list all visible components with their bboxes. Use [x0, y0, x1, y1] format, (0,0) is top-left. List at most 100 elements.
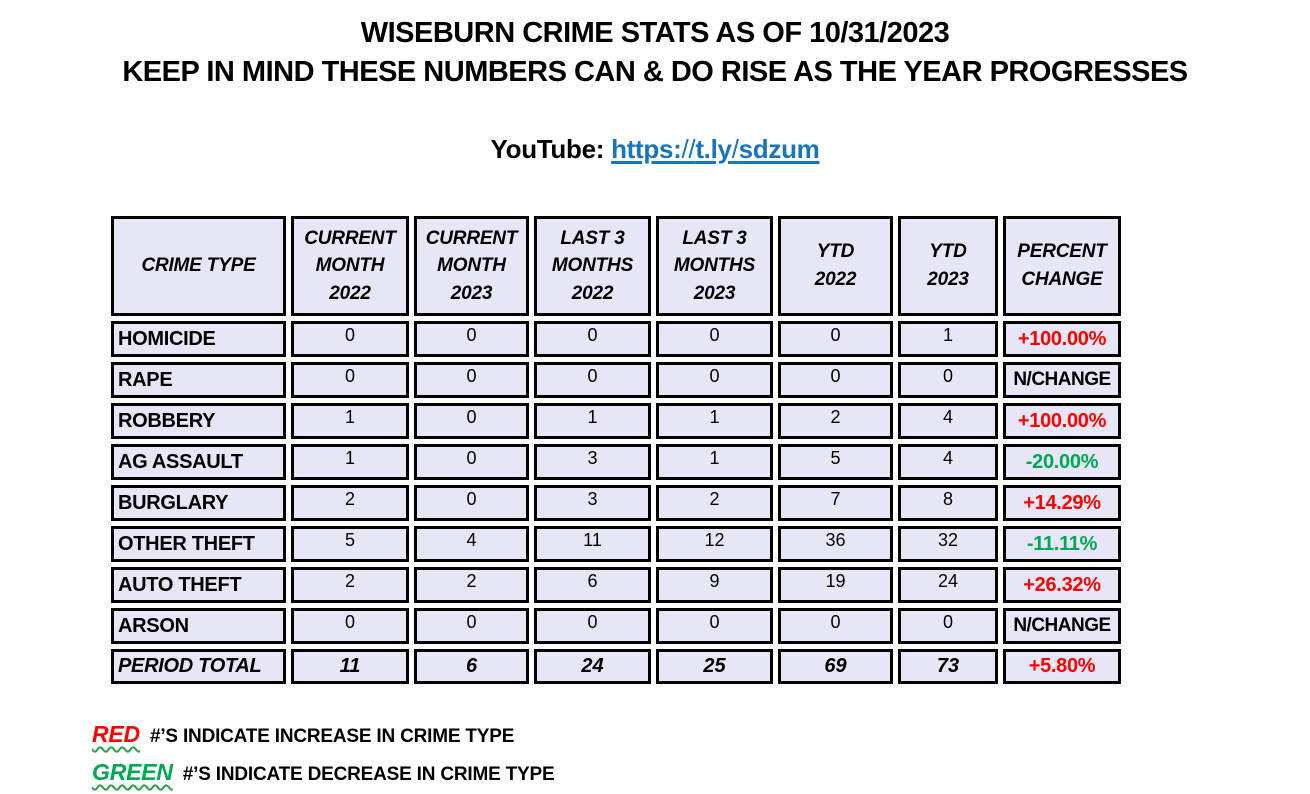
legend-line-green: GREEN #’S INDICATE DECREASE IN CRIME TYPE	[92, 759, 1310, 786]
value-cell: 0	[414, 608, 529, 644]
value-cell: 24	[898, 567, 998, 603]
legend-text-green: #’S INDICATE DECREASE IN CRIME TYPE	[182, 764, 555, 785]
value-cell: 24	[534, 649, 651, 684]
table-row-burglary: BURGLARY 2 0 3 2 7 8 +14.29%	[111, 485, 1121, 521]
crime-type-cell: AUTO THEFT	[111, 567, 286, 603]
value-cell: 32	[898, 526, 998, 562]
value-cell: 5	[291, 526, 409, 562]
value-cell: 0	[534, 608, 651, 644]
value-cell: 2	[291, 485, 409, 521]
value-cell: 11	[534, 526, 651, 562]
legend-word-green: GREEN	[92, 759, 173, 785]
value-cell: 2	[291, 567, 409, 603]
youtube-link[interactable]: https://t.ly/sdzum	[611, 134, 820, 164]
column-header-ytd-2022: YTD 2022	[778, 216, 893, 316]
value-cell: 0	[414, 485, 529, 521]
value-cell: 0	[534, 362, 651, 398]
value-cell: 12	[656, 526, 773, 562]
link-part-path: sdzum	[738, 134, 820, 164]
percent-change-cell: N/CHANGE	[1003, 608, 1121, 644]
link-part-slash: /	[731, 134, 739, 164]
crime-type-cell: BURGLARY	[111, 485, 286, 521]
column-header-ytd-2023: YTD 2023	[898, 216, 998, 316]
page-title-line-2: KEEP IN MIND THESE NUMBERS CAN & DO RISE…	[122, 56, 1188, 88]
value-cell: 0	[291, 321, 409, 357]
percent-change-cell: -20.00%	[1003, 444, 1121, 480]
value-cell: 0	[778, 362, 893, 398]
value-cell: 0	[414, 444, 529, 480]
percent-change-cell: +14.29%	[1003, 485, 1121, 521]
table-row-rape: RAPE 0 0 0 0 0 0 N/CHANGE	[111, 362, 1121, 398]
value-cell: 3	[534, 444, 651, 480]
value-cell: 2	[778, 403, 893, 439]
percent-change-cell: -11.11%	[1003, 526, 1121, 562]
crime-type-cell: RAPE	[111, 362, 286, 398]
column-header-current-month-2022: CURRENT MONTH 2022	[291, 216, 409, 316]
table-row-ag-assault: AG ASSAULT 1 0 3 1 5 4 -20.00%	[111, 444, 1121, 480]
link-part-scheme: https:	[611, 134, 682, 164]
crime-type-cell: HOMICIDE	[111, 321, 286, 357]
table-row-period-total: PERIOD TOTAL 11 6 24 25 69 73 +5.80%	[111, 649, 1121, 684]
value-cell: 1	[656, 444, 773, 480]
value-cell: 0	[656, 362, 773, 398]
value-cell: 4	[898, 403, 998, 439]
link-part-slashes: //	[681, 134, 696, 164]
youtube-label: YouTube:	[490, 134, 605, 164]
table-row-arson: ARSON 0 0 0 0 0 0 N/CHANGE	[111, 608, 1121, 644]
value-cell: 5	[778, 444, 893, 480]
value-cell: 73	[898, 649, 998, 684]
column-header-crime-type: CRIME TYPE	[111, 216, 286, 316]
value-cell: 1	[291, 444, 409, 480]
value-cell: 19	[778, 567, 893, 603]
table-row-auto-theft: AUTO THEFT 2 2 6 9 19 24 +26.32%	[111, 567, 1121, 603]
table-row-other-theft: OTHER THEFT 5 4 11 12 36 32 -11.11%	[111, 526, 1121, 562]
value-cell: 2	[414, 567, 529, 603]
crime-type-cell: ARSON	[111, 608, 286, 644]
value-cell: 2	[656, 485, 773, 521]
value-cell: 69	[778, 649, 893, 684]
value-cell: 9	[656, 567, 773, 603]
column-header-last3-2023: LAST 3 MONTHS 2023	[656, 216, 773, 316]
value-cell: 0	[898, 608, 998, 644]
value-cell: 0	[291, 608, 409, 644]
value-cell: 4	[414, 526, 529, 562]
column-header-current-month-2023: CURRENT MONTH 2023	[414, 216, 529, 316]
percent-change-cell: N/CHANGE	[1003, 362, 1121, 398]
page-title-line-1: WISEBURN CRIME STATS AS OF 10/31/2023	[360, 17, 950, 49]
value-cell: 0	[414, 321, 529, 357]
value-cell: 0	[414, 403, 529, 439]
crime-type-cell: OTHER THEFT	[111, 526, 286, 562]
value-cell: 8	[898, 485, 998, 521]
table-header-row: CRIME TYPE CURRENT MONTH 2022 CURRENT MO…	[111, 216, 1121, 316]
value-cell: 0	[414, 362, 529, 398]
value-cell: 36	[778, 526, 893, 562]
value-cell: 0	[291, 362, 409, 398]
column-header-percent-change: PERCENT CHANGE	[1003, 216, 1121, 316]
crime-type-cell: ROBBERY	[111, 403, 286, 439]
legend-text-red: #’S INDICATE INCREASE IN CRIME TYPE	[149, 726, 515, 747]
table-row-homicide: HOMICIDE 0 0 0 0 0 1 +100.00%	[111, 321, 1121, 357]
legend-line-red: RED #’S INDICATE INCREASE IN CRIME TYPE	[92, 721, 1310, 748]
value-cell: 6	[534, 567, 651, 603]
value-cell: 0	[656, 608, 773, 644]
value-cell: 0	[778, 608, 893, 644]
link-part-domain: t.ly	[695, 134, 732, 164]
table-row-robbery: ROBBERY 1 0 1 1 2 4 +100.00%	[111, 403, 1121, 439]
youtube-line: YouTube: https://t.ly/sdzum	[0, 134, 1310, 165]
percent-change-cell: +100.00%	[1003, 403, 1121, 439]
value-cell: 1	[656, 403, 773, 439]
value-cell: 0	[898, 362, 998, 398]
value-cell: 7	[778, 485, 893, 521]
value-cell: 6	[414, 649, 529, 684]
value-cell: 0	[778, 321, 893, 357]
value-cell: 3	[534, 485, 651, 521]
value-cell: 11	[291, 649, 409, 684]
legend: RED #’S INDICATE INCREASE IN CRIME TYPE G…	[92, 721, 1310, 786]
page-header: WISEBURN CRIME STATS AS OF 10/31/2023 KE…	[0, 0, 1310, 92]
percent-change-cell: +26.32%	[1003, 567, 1121, 603]
legend-word-red: RED	[92, 721, 140, 747]
value-cell: 1	[291, 403, 409, 439]
percent-change-cell: +5.80%	[1003, 649, 1121, 684]
value-cell: 0	[656, 321, 773, 357]
percent-change-cell: +100.00%	[1003, 321, 1121, 357]
